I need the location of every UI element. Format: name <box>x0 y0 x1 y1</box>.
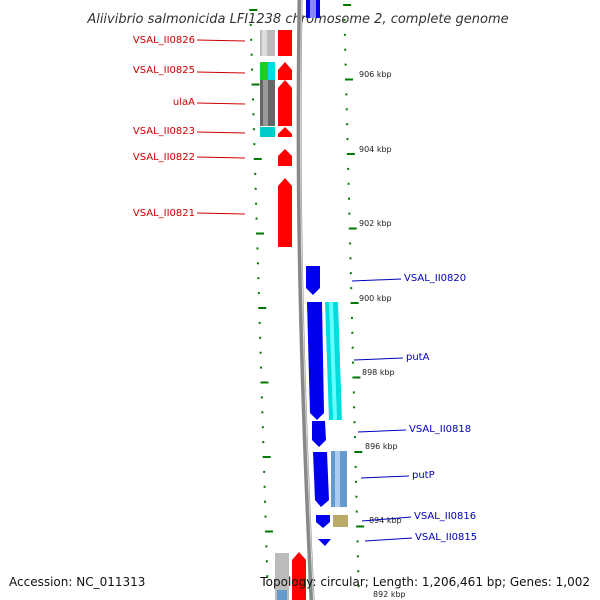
cog-block-green <box>260 62 268 80</box>
reverse-cds-top-highlight <box>310 0 316 18</box>
cds-putP <box>313 452 329 507</box>
cog-block-putA-highlight <box>329 302 337 420</box>
cog-ring-reverse <box>325 302 348 527</box>
reverse-gene-labels: VSAL_II0820 putA VSAL_II0818 putP VSAL_I… <box>351 273 477 543</box>
cog-block-cyan <box>268 62 275 80</box>
leader-VSAL_II0825 <box>196 71 246 74</box>
kbp-scale: 906 kbp 904 kbp 902 kbp 900 kbp 898 kbp … <box>359 70 406 599</box>
cds-VSAL_II0820 <box>306 266 320 295</box>
kbp-label-900: 900 kbp <box>359 294 392 303</box>
cog-block-bottom-lightgray <box>275 553 289 600</box>
forward-cds-ring <box>278 30 306 600</box>
cds-VSAL_II0826 <box>278 30 292 56</box>
cds-VSAL_II0815 <box>318 539 331 546</box>
kbp-label-892: 892 kbp <box>373 590 406 599</box>
accession-text: Accession: NC_011313 <box>9 575 145 589</box>
cds-VSAL_II0818 <box>312 421 326 447</box>
cds-ulaA <box>278 80 292 126</box>
gene-label-VSAL_II0823: VSAL_II0823 <box>133 126 195 137</box>
leader-ulaA <box>196 102 246 105</box>
gene-label-putA: putA <box>406 352 430 363</box>
kbp-label-894: 894 kbp <box>369 516 402 525</box>
kbp-label-906: 906 kbp <box>359 70 392 79</box>
cds-forward-bottom <box>292 552 306 600</box>
tick-ring-outer <box>343 4 365 588</box>
cds-VSAL_II0816 <box>316 515 330 528</box>
cog-block-putP-highlight <box>335 451 340 507</box>
cds-putA <box>307 302 324 420</box>
gene-label-VSAL_II0816: VSAL_II0816 <box>414 511 476 522</box>
leader-VSAL_II0820 <box>351 278 402 282</box>
reverse-cds-ring <box>306 266 331 546</box>
leader-VSAL_II0826 <box>196 39 246 42</box>
kbp-label-898: 898 kbp <box>362 368 395 377</box>
cds-VSAL_II0825 <box>278 62 292 80</box>
gene-label-putP: putP <box>412 470 435 481</box>
cds-VSAL_II0822 <box>278 149 292 166</box>
forward-gene-labels: VSAL_II0826 VSAL_II0825 ulaA VSAL_II0823… <box>133 35 246 219</box>
cog-block-cyan-2 <box>260 127 275 137</box>
kbp-label-904: 904 kbp <box>359 145 392 154</box>
gene-label-VSAL_II0815: VSAL_II0815 <box>415 532 477 543</box>
leader-VSAL_II0815 <box>364 537 413 542</box>
kbp-label-896: 896 kbp <box>365 442 398 451</box>
leader-VSAL_II0821 <box>196 212 246 215</box>
kbp-label-902: 902 kbp <box>359 219 392 228</box>
gene-label-VSAL_II0822: VSAL_II0822 <box>133 152 195 163</box>
leader-VSAL_II0818 <box>357 429 407 433</box>
leader-VSAL_II0822 <box>196 156 246 159</box>
cog-ring-forward <box>260 30 289 600</box>
cog-block-gray-highlight <box>263 80 268 126</box>
leader-putP <box>360 475 410 479</box>
leader-VSAL_II0816 <box>361 516 412 522</box>
backbone-ring <box>296 0 315 600</box>
cog-block-highlight <box>262 30 267 56</box>
cog-block-bottom-steel <box>277 590 287 600</box>
genome-stats-text: Topology: circular; Length: 1,206,461 bp… <box>259 575 590 589</box>
leader-VSAL_II0823 <box>196 131 246 134</box>
gene-label-VSAL_II0818: VSAL_II0818 <box>409 424 471 435</box>
gene-label-ulaA: ulaA <box>173 97 195 108</box>
tick-ring-inner <box>249 9 273 578</box>
cds-VSAL_II0823 <box>278 127 292 137</box>
gene-label-VSAL_II0821: VSAL_II0821 <box>133 208 195 219</box>
cds-VSAL_II0821 <box>278 178 292 247</box>
gene-label-VSAL_II0825: VSAL_II0825 <box>133 65 195 76</box>
backbone-highlight <box>300 0 314 600</box>
cog-block-VSAL_II0816 <box>333 515 348 527</box>
gene-label-VSAL_II0820: VSAL_II0820 <box>404 273 466 284</box>
gene-label-VSAL_II0826: VSAL_II0826 <box>133 35 195 46</box>
leader-putA <box>353 357 404 361</box>
